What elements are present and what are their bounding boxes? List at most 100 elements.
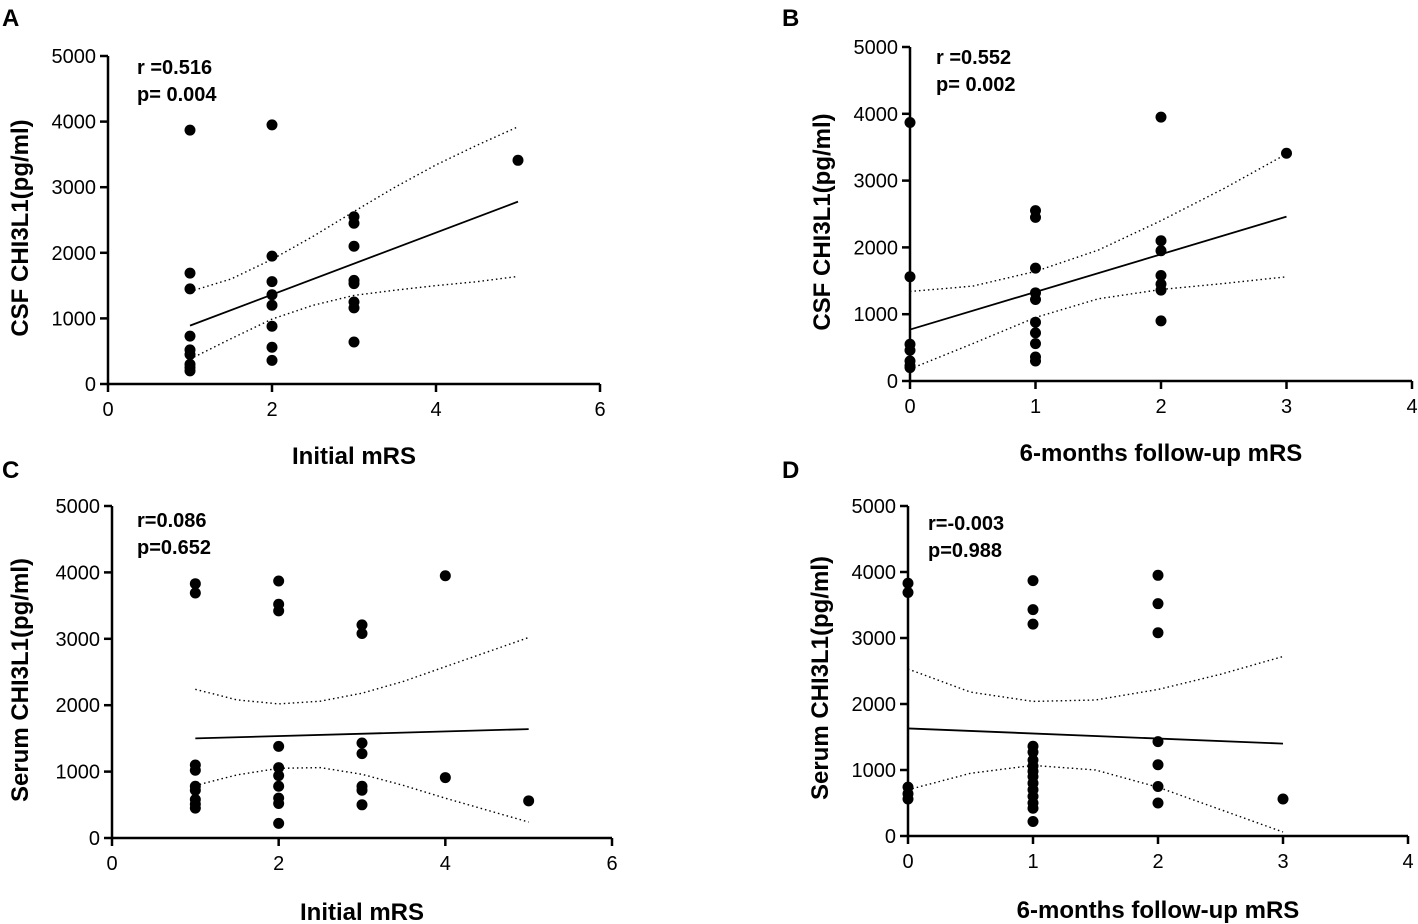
data-point [273, 575, 285, 587]
data-point [266, 320, 278, 332]
data-point [356, 619, 368, 631]
x-axis-title: 6-months follow-up mRS [1020, 440, 1303, 467]
y-tick-label: 5000 [52, 46, 97, 68]
ci-upper-band [909, 153, 1287, 293]
data-point [1155, 245, 1167, 257]
data-point [1030, 211, 1041, 223]
data-point [1030, 294, 1041, 306]
data-point [348, 336, 360, 348]
data-point [266, 299, 278, 311]
y-tick-label: 4000 [56, 562, 101, 584]
data-point [356, 799, 368, 811]
x-tick-label: 4 [1406, 396, 1417, 418]
y-axis-title: Serum CHI3L1(pg/ml) [807, 556, 834, 800]
panel-d: D 0 1000 2000 3000 4000 5000 0 1 2 3 4 6-months foll… [782, 457, 1414, 924]
data-point [1152, 598, 1164, 610]
data-point [902, 586, 914, 598]
ci-lower-band [907, 764, 1284, 833]
regression-line [909, 215, 1287, 331]
data-point [189, 764, 201, 776]
data-point [1030, 338, 1041, 350]
y-tick-label: 1000 [852, 760, 897, 782]
ci-upper-band [907, 655, 1284, 703]
p-value-label: p=0.652 [137, 537, 211, 559]
y-tick-label: 3000 [854, 171, 899, 193]
x-tick-label: 4 [440, 853, 451, 875]
panel-letter: A [2, 5, 19, 32]
y-axis-title: CSF CHI3L1(pg/ml) [7, 119, 34, 336]
data-point [356, 627, 368, 639]
data-point [523, 795, 535, 807]
data-point [266, 354, 278, 366]
data-point [184, 330, 196, 342]
data-point [1027, 815, 1039, 827]
data-point [1152, 736, 1164, 748]
x-tick-label: 4 [1402, 851, 1413, 873]
data-point [1027, 575, 1039, 587]
data-point [266, 250, 278, 262]
data-point [189, 784, 201, 796]
data-point [1030, 316, 1041, 328]
data-point [266, 276, 278, 288]
ci-lower-band [195, 766, 529, 823]
data-point [189, 802, 201, 814]
panel-letter: C [2, 457, 19, 484]
y-tick-label: 1000 [52, 308, 97, 330]
data-point [273, 740, 285, 752]
x-tick-label: 0 [102, 399, 113, 421]
data-point [1152, 569, 1164, 581]
panel-letter: D [782, 457, 799, 484]
y-tick-label: 1000 [56, 762, 101, 784]
ci-lower-band [189, 275, 519, 360]
ci-lower-band [909, 276, 1287, 370]
data-point [1152, 759, 1164, 771]
x-tick-label: 0 [902, 851, 913, 873]
data-point [184, 124, 196, 136]
y-tick-label: 3000 [852, 628, 897, 650]
y-tick-label: 2000 [852, 694, 897, 716]
y-tick-label: 2000 [52, 243, 97, 265]
x-tick-label: 3 [1281, 396, 1292, 418]
panel-a: A 0 1000 2000 3000 4000 5000 0 2 4 6 Initial mRS CSF… [2, 5, 606, 470]
data-point [184, 267, 196, 279]
correlation-r-label: r =0.516 [137, 57, 212, 79]
x-tick-label: 0 [106, 853, 117, 875]
data-point [266, 289, 278, 301]
x-tick-label: 1 [1027, 851, 1038, 873]
y-axis-title: Serum CHI3L1(pg/ml) [7, 558, 34, 802]
data-point [904, 116, 916, 128]
y-tick-label: 4000 [854, 104, 899, 126]
regression-line [907, 727, 1284, 745]
data-point [273, 797, 285, 809]
y-tick-label: 0 [887, 371, 898, 393]
data-point [273, 770, 285, 782]
data-point [1152, 797, 1164, 809]
p-value-label: p=0.988 [928, 540, 1002, 562]
x-tick-label: 6 [594, 399, 605, 421]
x-axis-title: 6-months follow-up mRS [1017, 897, 1300, 924]
data-point [1155, 315, 1167, 327]
data-point [273, 605, 285, 617]
y-tick-label: 5000 [852, 496, 897, 518]
y-tick-label: 5000 [854, 37, 899, 59]
data-point [1030, 327, 1041, 339]
p-value-label: p= 0.004 [137, 84, 217, 106]
data-point [356, 737, 368, 749]
x-tick-label: 4 [430, 399, 441, 421]
data-point [1155, 269, 1167, 281]
data-point [904, 344, 916, 356]
x-tick-label: 2 [1155, 396, 1166, 418]
y-tick-label: 2000 [854, 237, 899, 259]
data-point [348, 278, 360, 290]
regression-line [195, 728, 529, 740]
data-point [1155, 111, 1167, 123]
correlation-r-label: r =0.552 [936, 47, 1011, 69]
data-point [348, 302, 360, 314]
data-point [1027, 746, 1039, 758]
data-point [189, 578, 201, 590]
data-point [1027, 604, 1039, 616]
panel-b: B 0 1000 2000 3000 4000 5000 0 1 2 3 4 6-months foll… [782, 5, 1418, 467]
ci-upper-band [189, 126, 519, 293]
y-tick-label: 3000 [56, 629, 101, 651]
data-point [348, 240, 360, 252]
